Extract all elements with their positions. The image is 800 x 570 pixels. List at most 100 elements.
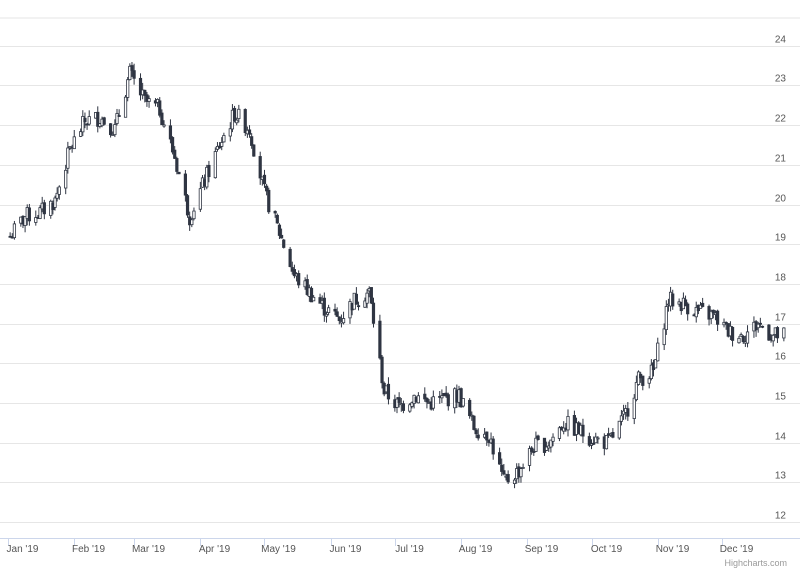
candle[interactable] bbox=[12, 220, 17, 240]
candle[interactable] bbox=[222, 132, 226, 143]
candle[interactable] bbox=[656, 337, 660, 362]
candle[interactable] bbox=[634, 375, 638, 402]
candle[interactable] bbox=[472, 415, 476, 431]
candle[interactable] bbox=[594, 432, 598, 444]
candle[interactable] bbox=[686, 302, 690, 321]
candle[interactable] bbox=[96, 106, 100, 133]
candle[interactable] bbox=[85, 122, 89, 130]
candle[interactable] bbox=[220, 137, 224, 151]
candle[interactable] bbox=[108, 123, 113, 138]
candle[interactable] bbox=[192, 207, 196, 221]
candle[interactable] bbox=[81, 110, 85, 137]
candle[interactable] bbox=[423, 387, 427, 402]
candle[interactable] bbox=[237, 104, 241, 123]
candle[interactable] bbox=[113, 119, 117, 138]
candle[interactable] bbox=[739, 332, 743, 337]
candle[interactable] bbox=[701, 297, 705, 308]
candle[interactable] bbox=[459, 387, 463, 408]
candle[interactable] bbox=[198, 181, 202, 212]
candle[interactable] bbox=[619, 409, 624, 426]
candle[interactable] bbox=[485, 431, 489, 446]
candle[interactable] bbox=[130, 61, 134, 77]
candle[interactable] bbox=[431, 390, 435, 411]
candle[interactable] bbox=[354, 287, 358, 305]
candle[interactable] bbox=[502, 464, 506, 476]
candle[interactable] bbox=[626, 402, 630, 421]
candle[interactable] bbox=[386, 377, 391, 405]
candle[interactable] bbox=[356, 301, 361, 311]
candle[interactable] bbox=[252, 144, 256, 157]
candle[interactable] bbox=[741, 335, 745, 344]
candle[interactable] bbox=[322, 292, 326, 322]
candle[interactable] bbox=[512, 477, 517, 489]
candle[interactable] bbox=[213, 147, 217, 179]
candle[interactable] bbox=[756, 321, 760, 333]
candle[interactable] bbox=[115, 108, 119, 126]
candle[interactable] bbox=[378, 314, 382, 360]
candle[interactable] bbox=[587, 432, 591, 448]
candle[interactable] bbox=[143, 89, 147, 103]
candle[interactable] bbox=[611, 428, 615, 439]
candle[interactable] bbox=[87, 110, 91, 126]
candle[interactable] bbox=[549, 439, 553, 453]
candle[interactable] bbox=[410, 401, 414, 409]
candle[interactable] bbox=[711, 309, 715, 319]
candle[interactable] bbox=[72, 129, 76, 150]
candle[interactable] bbox=[758, 317, 762, 328]
candle[interactable] bbox=[217, 142, 222, 149]
candle[interactable] bbox=[709, 309, 713, 325]
candle[interactable] bbox=[207, 160, 211, 183]
candle[interactable] bbox=[581, 418, 585, 443]
candle[interactable] bbox=[632, 394, 636, 425]
candle[interactable] bbox=[68, 146, 72, 151]
candle[interactable] bbox=[247, 125, 252, 138]
candle[interactable] bbox=[126, 77, 130, 102]
candle[interactable] bbox=[760, 325, 765, 329]
candle[interactable] bbox=[647, 376, 651, 389]
candle[interactable] bbox=[662, 323, 666, 351]
candle[interactable] bbox=[132, 63, 136, 85]
candle[interactable] bbox=[228, 122, 232, 142]
candle[interactable] bbox=[158, 97, 162, 118]
candle[interactable] bbox=[27, 203, 31, 226]
candle[interactable] bbox=[530, 446, 534, 455]
candle[interactable] bbox=[380, 354, 384, 389]
candle[interactable] bbox=[649, 359, 653, 381]
candle[interactable] bbox=[177, 171, 181, 175]
candle[interactable] bbox=[527, 445, 532, 472]
candle[interactable] bbox=[519, 467, 523, 483]
candle[interactable] bbox=[461, 398, 465, 408]
candle[interactable] bbox=[506, 470, 510, 484]
candle[interactable] bbox=[183, 170, 188, 202]
candle[interactable] bbox=[521, 463, 525, 469]
candle[interactable] bbox=[596, 436, 600, 444]
candle[interactable] bbox=[66, 141, 70, 174]
candle[interactable] bbox=[617, 420, 621, 440]
candle[interactable] bbox=[42, 199, 46, 220]
candle[interactable] bbox=[468, 398, 472, 419]
candle[interactable] bbox=[145, 91, 149, 107]
candle[interactable] bbox=[335, 307, 339, 318]
candle[interactable] bbox=[754, 319, 758, 337]
candle[interactable] bbox=[365, 289, 369, 309]
candle[interactable] bbox=[327, 304, 331, 316]
candle[interactable] bbox=[138, 73, 143, 101]
candle[interactable] bbox=[775, 326, 780, 343]
candle[interactable] bbox=[500, 458, 504, 477]
candle[interactable] bbox=[641, 375, 645, 391]
candle[interactable] bbox=[337, 316, 341, 325]
candle[interactable] bbox=[312, 295, 316, 302]
candle[interactable] bbox=[160, 109, 164, 126]
candle[interactable] bbox=[102, 116, 106, 126]
candle[interactable] bbox=[55, 187, 59, 202]
candle[interactable] bbox=[369, 287, 373, 305]
candle[interactable] bbox=[542, 437, 547, 456]
candle[interactable] bbox=[348, 298, 352, 324]
candle[interactable] bbox=[470, 411, 474, 421]
candle[interactable] bbox=[664, 300, 668, 335]
candle[interactable] bbox=[162, 120, 166, 128]
candle[interactable] bbox=[277, 223, 282, 240]
candle[interactable] bbox=[292, 264, 297, 279]
candle[interactable] bbox=[235, 117, 239, 126]
candle[interactable] bbox=[175, 156, 179, 175]
